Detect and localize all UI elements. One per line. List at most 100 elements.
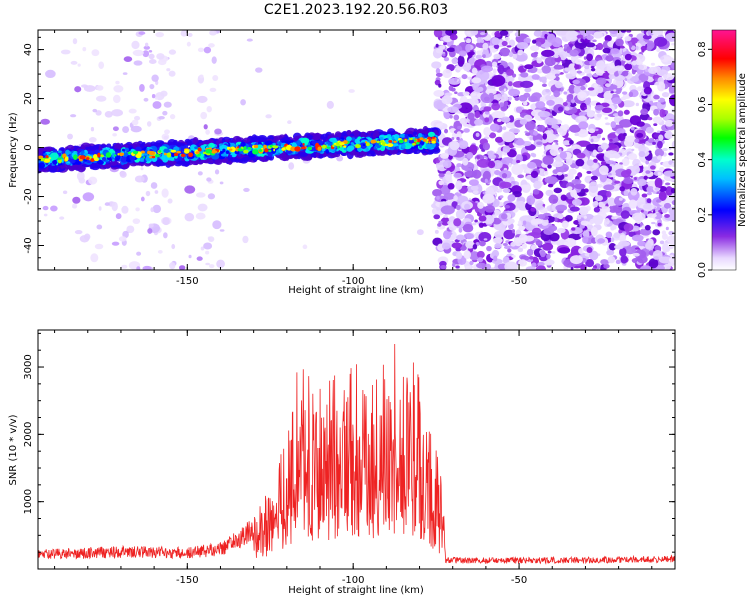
spectrogram-blob [419,144,423,149]
spectrogram-blob [578,206,589,216]
spectrogram-blob [43,213,48,217]
spectrogram-blob [504,205,511,209]
spectrogram-blob [265,114,272,119]
spectrogram-blob [121,148,125,152]
spectrogram-blob [524,87,532,93]
spectrogram-blob [72,196,81,204]
spectrogram-blob [558,247,571,254]
spectrogram-blob [636,33,646,41]
spectrogram-blob [539,96,547,103]
spectrogram-blob [518,94,528,102]
spectrogram-blob [661,233,668,240]
spectrogram-blob [536,57,543,64]
spectrogram-blob [555,204,568,212]
spectrogram-blob [517,223,523,227]
spectrogram-blob [661,92,670,98]
spectrogram-blob [453,195,458,202]
spectrogram-blob [542,155,554,166]
spectrogram-blob [526,195,536,205]
spectrogram-blob [463,250,472,260]
spectrogram-blob [439,185,451,195]
spectrogram-blob [188,152,193,158]
spectrogram-blob [249,156,254,161]
spectrogram-blob [544,56,556,67]
spectrogram-blob [79,155,86,160]
spectrogram-blob [641,225,646,230]
spectrogram-blob [659,166,665,172]
spectrogram-blob [587,87,595,91]
spectrogram-blob [656,47,661,53]
spectrogram-blob [630,188,638,196]
spectrogram-blob [205,129,210,135]
spectrogram-blob [134,175,145,183]
spectrogram-blob [502,126,507,131]
spectrogram-blob [600,161,607,166]
spectrogram-blob [491,102,501,111]
spectrogram-blob [514,31,521,37]
spectrogram-blob [530,52,538,58]
spectrogram-blob [502,188,511,193]
spectrogram-blob [528,255,534,260]
spectrogram-blob [556,127,564,133]
spectrogram-blob [444,170,452,182]
spectrogram-blob [493,44,500,50]
spectrogram-blob [639,265,652,270]
spectrogram-blob [571,198,583,206]
spectrogram-blob [526,248,534,257]
spectrogram-blob [632,212,646,222]
spectrogram-blob [619,234,626,243]
spectrogram-blob [585,259,595,268]
spectrogram-blob [458,227,463,233]
spectrogram-blob [614,71,619,77]
spectrogram-blob [169,262,176,270]
spectrogram-blob [541,217,549,226]
spectrogram-blob [326,100,334,109]
spectrogram-blob [668,206,675,216]
spectrogram-blob [237,146,240,149]
spectrogram-blob [620,170,631,178]
spectrogram-blob [334,131,342,138]
spectrogram-blob [449,114,453,119]
spectrogram-blob [78,158,83,162]
spectrogram-blob [541,49,555,58]
spectrogram-blob [583,215,588,219]
spectrogram-blob [146,121,152,127]
spectrogram-blob [143,156,146,159]
spectrogram-blob [658,256,673,264]
spectrogram-blob [510,241,517,247]
spectrogram-blob [440,152,449,159]
spectrogram-blob [569,124,581,133]
spectrogram-blob [315,132,321,140]
spectrogram-blob [404,139,407,143]
spectrogram-blob [605,231,613,239]
spectrogram-blob [628,199,638,209]
spectrogram-blob [632,252,640,257]
spectrogram-blob [472,169,482,179]
spectrogram-blob [463,232,474,240]
spectrogram-blob [663,170,675,177]
spectrogram-blob [645,170,651,174]
spectrogram-blob [567,186,573,191]
spectrogram-blob [451,242,463,249]
spectrogram-blob [67,133,73,140]
spectrogram-blob [591,267,597,270]
spectrogram-blob [661,230,667,235]
spectrogram-blob [551,69,561,75]
spectrogram-blob [145,190,151,197]
spectrogram-blob [564,106,570,111]
spectrogram-blob [457,125,462,130]
spectrogram-blob [109,148,114,153]
spectrogram-blob [360,131,366,139]
spectrogram-blob [482,170,491,181]
spectrogram-blob [499,30,509,36]
spectrogram-blob [621,158,630,166]
spectrogram-blob [78,177,86,184]
spectrogram-blob [365,142,370,147]
spectrogram-blob [576,140,591,147]
spectrogram-blob [484,111,490,115]
spectrogram-blob [43,153,48,156]
spectrogram-blob [50,205,58,212]
spectrogram-blob [603,184,615,191]
